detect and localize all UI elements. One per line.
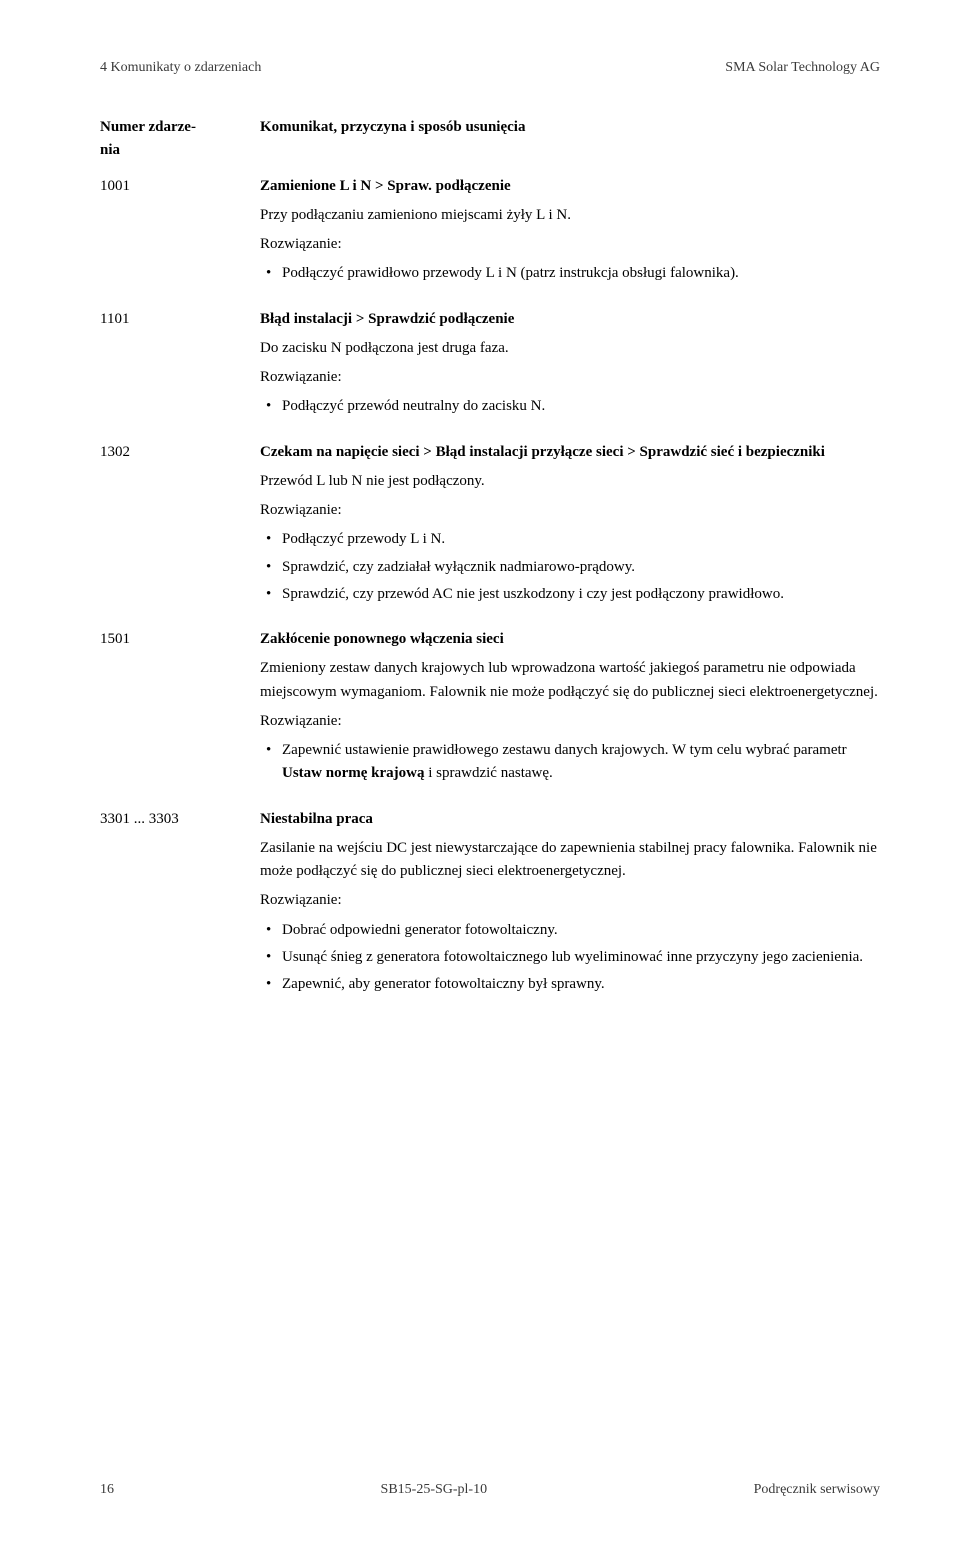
th-col1-l1: Numer zdarze- — [100, 116, 260, 139]
row-bullets: Podłączyć przewód neutralny do zacisku N… — [260, 395, 880, 418]
page-footer: 16 SB15-25-SG-pl-10 Podręcznik serwisowy — [100, 1482, 880, 1498]
page-header: 4 Komunikaty o zdarzeniach SMA Solar Tec… — [100, 60, 880, 76]
bullet-item: Zapewnić ustawienie prawidłowego zestawu… — [260, 739, 880, 786]
row-para: Rozwiązanie: — [260, 710, 880, 733]
row-title: Zakłócenie ponownego włączenia sieci — [260, 628, 880, 651]
row-para: Rozwiązanie: — [260, 366, 880, 389]
table-header-col2: Komunikat, przyczyna i sposób usunięcia — [260, 116, 880, 163]
row-number: 1001 — [100, 175, 260, 290]
header-right: SMA Solar Technology AG — [725, 60, 880, 76]
row-bullets: Podłączyć przewody L i N. Sprawdzić, czy … — [260, 528, 880, 606]
row-para: Zasilanie na wejściu DC jest niewystarcz… — [260, 837, 880, 884]
footer-doc-id: SB15-25-SG-pl-10 — [381, 1482, 488, 1498]
table-row: 1501Zakłócenie ponownego włączenia sieci… — [100, 628, 880, 790]
row-number: 3301 ... 3303 — [100, 808, 260, 1001]
bullet-item: Zapewnić, aby generator fotowoltaiczny b… — [260, 973, 880, 996]
row-para: Zmieniony zestaw danych krajowych lub wp… — [260, 657, 880, 704]
row-number: 1302 — [100, 441, 260, 611]
row-body: Zamienione L i N > Spraw. podłączenie Prz… — [260, 175, 880, 290]
bullet-item: Dobrać odpowiedni generator fotowoltaicz… — [260, 919, 880, 942]
row-body: Niestabilna praca Zasilanie na wejściu DC… — [260, 808, 880, 1001]
row-bullets: Dobrać odpowiedni generator fotowoltaicz… — [260, 919, 880, 997]
th-col1-l2: nia — [100, 139, 260, 162]
row-bullets: Podłączyć prawidłowo przewody L i N (pat… — [260, 262, 880, 285]
bullet-item: Usunąć śnieg z generatora fotowoltaiczne… — [260, 946, 880, 969]
table-row: 3301 ... 3303Niestabilna praca Zasilanie … — [100, 808, 880, 1001]
bullet-item: Podłączyć prawidłowo przewody L i N (pat… — [260, 262, 880, 285]
footer-title: Podręcznik serwisowy — [754, 1482, 880, 1498]
row-number: 1501 — [100, 628, 260, 790]
row-para: Do zacisku N podłączona jest druga faza. — [260, 337, 880, 360]
table-row: 1101Błąd instalacji > Sprawdzić podłącze… — [100, 308, 880, 423]
bullet-item: Podłączyć przewód neutralny do zacisku N… — [260, 395, 880, 418]
row-body: Czekam na napięcie sieci > Błąd instalac… — [260, 441, 880, 611]
content: Numer zdarze- nia Komunikat, przyczyna i… — [100, 116, 880, 1000]
row-title: Niestabilna praca — [260, 808, 880, 831]
row-title: Błąd instalacji > Sprawdzić podłączenie — [260, 308, 880, 331]
row-body: Zakłócenie ponownego włączenia sieci Zmie… — [260, 628, 880, 790]
row-number: 1101 — [100, 308, 260, 423]
table-header: Numer zdarze- nia Komunikat, przyczyna i… — [100, 116, 880, 163]
row-title: Czekam na napięcie sieci > Błąd instalac… — [260, 441, 880, 464]
table-header-col1: Numer zdarze- nia — [100, 116, 260, 163]
row-title: Zamienione L i N > Spraw. podłączenie — [260, 175, 880, 198]
header-left: 4 Komunikaty o zdarzeniach — [100, 60, 261, 76]
row-bullets: Zapewnić ustawienie prawidłowego zestawu… — [260, 739, 880, 786]
footer-page: 16 — [100, 1482, 114, 1498]
bullet-item: Podłączyć przewody L i N. — [260, 528, 880, 551]
row-para: Rozwiązanie: — [260, 233, 880, 256]
row-para: Przewód L lub N nie jest podłączony. — [260, 470, 880, 493]
row-body: Błąd instalacji > Sprawdzić podłączenie D… — [260, 308, 880, 423]
row-para: Rozwiązanie: — [260, 499, 880, 522]
table-row: 1302Czekam na napięcie sieci > Błąd inst… — [100, 441, 880, 611]
table-row: 1001Zamienione L i N > Spraw. podłączeni… — [100, 175, 880, 290]
bullet-item: Sprawdzić, czy przewód AC nie jest uszko… — [260, 583, 880, 606]
bullet-item: Sprawdzić, czy zadziałał wyłącznik nadmi… — [260, 556, 880, 579]
row-para: Przy podłączaniu zamieniono miejscami ży… — [260, 204, 880, 227]
row-para: Rozwiązanie: — [260, 889, 880, 912]
